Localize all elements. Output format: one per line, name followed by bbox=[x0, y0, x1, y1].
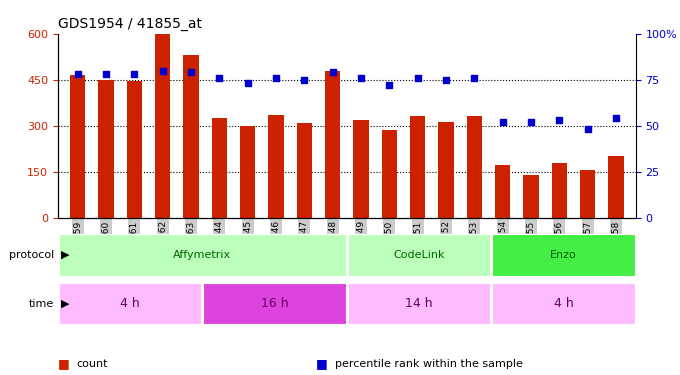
Bar bbox=[347, 283, 490, 324]
Bar bbox=[240, 126, 256, 218]
Point bbox=[242, 80, 253, 86]
Bar bbox=[353, 120, 369, 218]
Point bbox=[157, 68, 168, 74]
Bar bbox=[608, 156, 624, 218]
Point bbox=[582, 126, 593, 132]
Text: 16 h: 16 h bbox=[260, 297, 288, 310]
Bar bbox=[551, 163, 567, 218]
Point bbox=[526, 119, 537, 125]
Point bbox=[356, 75, 367, 81]
Point bbox=[384, 82, 395, 88]
Bar bbox=[203, 283, 346, 324]
Point bbox=[412, 75, 423, 81]
Text: Affymetrix: Affymetrix bbox=[173, 250, 231, 260]
Bar bbox=[70, 75, 86, 217]
Bar bbox=[58, 283, 201, 324]
Point bbox=[271, 75, 282, 81]
Text: ▶: ▶ bbox=[61, 299, 70, 309]
Bar bbox=[155, 34, 171, 218]
Point bbox=[214, 75, 225, 81]
Point bbox=[554, 117, 565, 123]
Bar bbox=[126, 81, 142, 218]
Point bbox=[129, 71, 140, 77]
Point bbox=[101, 71, 112, 77]
Text: protocol: protocol bbox=[9, 250, 54, 260]
Text: GDS1954 / 41855_at: GDS1954 / 41855_at bbox=[58, 17, 202, 32]
Bar bbox=[325, 70, 341, 217]
Point bbox=[299, 77, 310, 83]
Text: Enzo: Enzo bbox=[550, 250, 577, 260]
Text: time: time bbox=[29, 299, 54, 309]
Bar bbox=[410, 116, 426, 218]
Text: CodeLink: CodeLink bbox=[393, 250, 445, 260]
Bar bbox=[492, 234, 635, 276]
Bar bbox=[211, 118, 227, 218]
Point bbox=[72, 71, 83, 77]
Bar bbox=[523, 175, 539, 217]
Text: ■: ■ bbox=[316, 357, 328, 370]
Bar bbox=[296, 123, 312, 218]
Text: ▶: ▶ bbox=[61, 250, 70, 260]
Bar bbox=[268, 115, 284, 218]
Bar bbox=[495, 165, 511, 218]
Text: count: count bbox=[77, 359, 108, 369]
Text: 4 h: 4 h bbox=[120, 297, 140, 310]
Bar bbox=[466, 116, 482, 218]
Point bbox=[469, 75, 480, 81]
Bar bbox=[183, 55, 199, 217]
Bar bbox=[347, 234, 490, 276]
Bar bbox=[98, 80, 114, 218]
Point bbox=[327, 69, 338, 75]
Bar bbox=[492, 283, 635, 324]
Bar bbox=[580, 170, 596, 217]
Text: percentile rank within the sample: percentile rank within the sample bbox=[335, 359, 523, 369]
Point bbox=[186, 69, 197, 75]
Text: ■: ■ bbox=[58, 357, 69, 370]
Point bbox=[611, 115, 622, 121]
Text: 14 h: 14 h bbox=[405, 297, 433, 310]
Bar bbox=[381, 130, 397, 218]
Bar bbox=[58, 234, 346, 276]
Point bbox=[441, 77, 452, 83]
Text: 4 h: 4 h bbox=[554, 297, 573, 310]
Bar bbox=[438, 122, 454, 218]
Point bbox=[497, 119, 508, 125]
